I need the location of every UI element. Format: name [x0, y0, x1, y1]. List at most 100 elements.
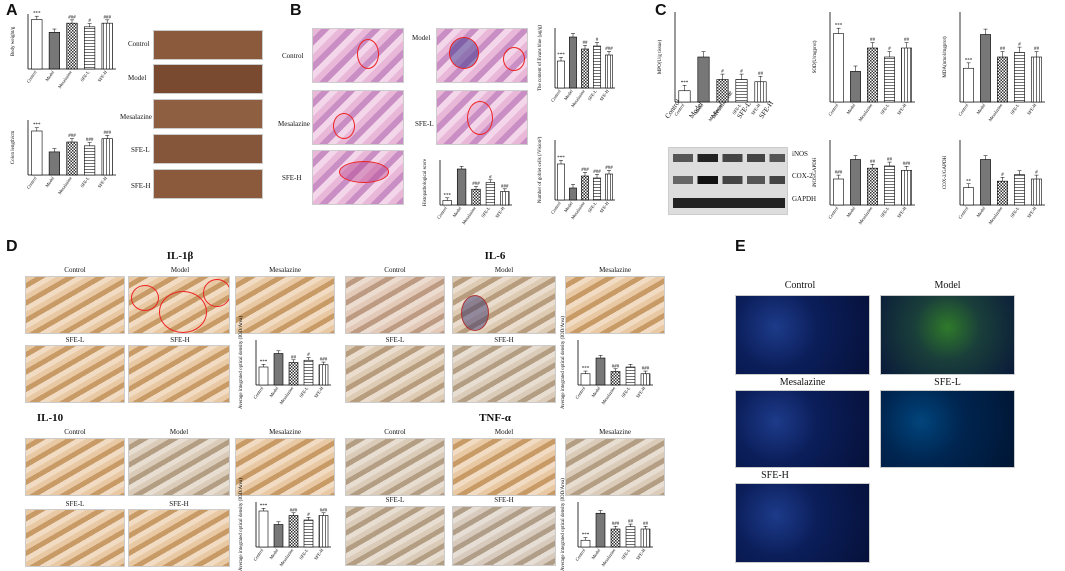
d1-image-mesalazine — [235, 276, 335, 334]
d1-image-sfeh — [128, 345, 230, 403]
y-axis-label: Body weight/g — [11, 26, 16, 56]
x-tick-label: Model — [44, 175, 55, 188]
x-tick-label: Mesalazine — [707, 103, 723, 123]
x-tick-label: SFE-L — [298, 548, 309, 561]
bar — [581, 48, 589, 89]
x-tick-label: Model — [268, 547, 279, 560]
x-tick-label: Model — [590, 547, 601, 560]
bar — [595, 357, 606, 386]
significance-label: ## — [291, 355, 297, 360]
x-tick-label: Model — [845, 102, 856, 115]
d2-image-sfeh — [452, 345, 556, 403]
bar — [963, 67, 974, 103]
he-image-mesalazine — [312, 90, 404, 145]
bar — [66, 141, 78, 176]
x-tick-label: Control — [957, 205, 969, 220]
significance-label: # — [88, 19, 91, 24]
x-tick-label: SFE-L — [298, 386, 309, 399]
x-tick-label: SFE-L — [480, 206, 491, 219]
significance-label: ## — [870, 38, 876, 43]
bar — [605, 54, 613, 89]
x-tick-label: Model — [268, 385, 279, 398]
he-image-sfeh — [312, 150, 404, 205]
x-tick-label: SFE-H — [313, 547, 325, 561]
significance-label: *** — [582, 367, 590, 372]
x-tick-label: Control — [252, 385, 264, 400]
e-image-model — [880, 295, 1015, 375]
significance-label: ### — [86, 138, 94, 143]
x-tick-label: Control — [574, 547, 586, 562]
bar — [640, 528, 651, 548]
bar — [997, 56, 1008, 103]
d4-image-control — [345, 438, 445, 496]
significance-label: ## — [904, 38, 910, 43]
bar — [442, 200, 452, 206]
significance-label: # — [888, 47, 891, 52]
x-tick-label: SFE-H — [494, 205, 506, 219]
bar — [716, 79, 729, 103]
x-tick-label: Mesalazine — [987, 103, 1003, 123]
bar — [1014, 52, 1025, 103]
d4-label-model: Model — [494, 428, 514, 436]
y-axis-label: SOD(U/mgprot) — [813, 40, 818, 73]
e-label-control: Control — [784, 280, 816, 291]
bar — [1031, 56, 1042, 103]
d2-image-mesalazine — [565, 276, 665, 334]
x-tick-label: Model — [845, 205, 856, 218]
bar — [1031, 178, 1042, 206]
d4-image-sfel — [345, 506, 445, 566]
bar — [101, 22, 113, 70]
bar — [997, 180, 1008, 206]
d4-label-sfeh: SFE-H — [494, 496, 514, 504]
panel-label-d: D — [6, 238, 18, 255]
significance-label: # — [721, 70, 724, 75]
significance-label: *** — [965, 58, 973, 63]
significance-label: *** — [557, 53, 565, 58]
x-tick-label: Control — [673, 102, 685, 117]
bar — [258, 366, 269, 386]
band-label-cox2: COX-2 — [792, 172, 813, 180]
bar — [273, 353, 284, 386]
photo-label-model: Model — [128, 74, 147, 82]
x-tick-label: Model — [452, 205, 463, 218]
panel-label-a: A — [6, 2, 18, 19]
bar — [625, 366, 636, 386]
bar — [833, 33, 844, 103]
colon-photo-sfeh — [153, 169, 263, 199]
x-tick-label: SFE-H — [896, 102, 908, 116]
x-tick-label: Control — [957, 102, 969, 117]
significance-label: # — [1035, 171, 1038, 176]
d2-image-sfel — [345, 345, 445, 403]
bar — [833, 178, 844, 206]
d2-label-control: Control — [384, 266, 406, 274]
bar — [850, 71, 861, 103]
d3-label-model: Model — [169, 428, 189, 436]
bar — [31, 19, 43, 70]
x-tick-label: Mesalazine — [461, 206, 477, 226]
x-tick-label: Control — [827, 102, 839, 117]
he-label-sfel: SFE-L — [415, 120, 434, 128]
bar — [754, 81, 767, 103]
y-axis-label: MPO(U/g tissue) — [658, 40, 663, 75]
significance-label: ## — [628, 520, 634, 525]
significance-label: *** — [33, 12, 41, 17]
significance-label: ### — [605, 166, 613, 171]
y-axis-label: Histopathological score — [423, 158, 428, 206]
bar — [735, 79, 748, 103]
d2-image-control — [345, 276, 445, 334]
x-tick-label: Control — [252, 547, 264, 562]
x-tick-label: Control — [436, 205, 448, 220]
photo-label-mesalazine: Mesalazine — [120, 113, 152, 121]
d4-image-model — [452, 438, 556, 496]
significance-label: # — [596, 38, 599, 43]
significance-label: ### — [612, 364, 620, 369]
significance-label: ## — [870, 160, 876, 165]
x-tick-label: Model — [563, 88, 574, 101]
significance-label: ### — [320, 358, 328, 363]
x-tick-label: SFE-H — [97, 175, 109, 189]
significance-label: ### — [103, 131, 111, 136]
bar — [84, 145, 96, 176]
e-image-control — [735, 295, 870, 375]
d2-label-model: Model — [494, 266, 514, 274]
he-label-control: Control — [282, 52, 304, 60]
